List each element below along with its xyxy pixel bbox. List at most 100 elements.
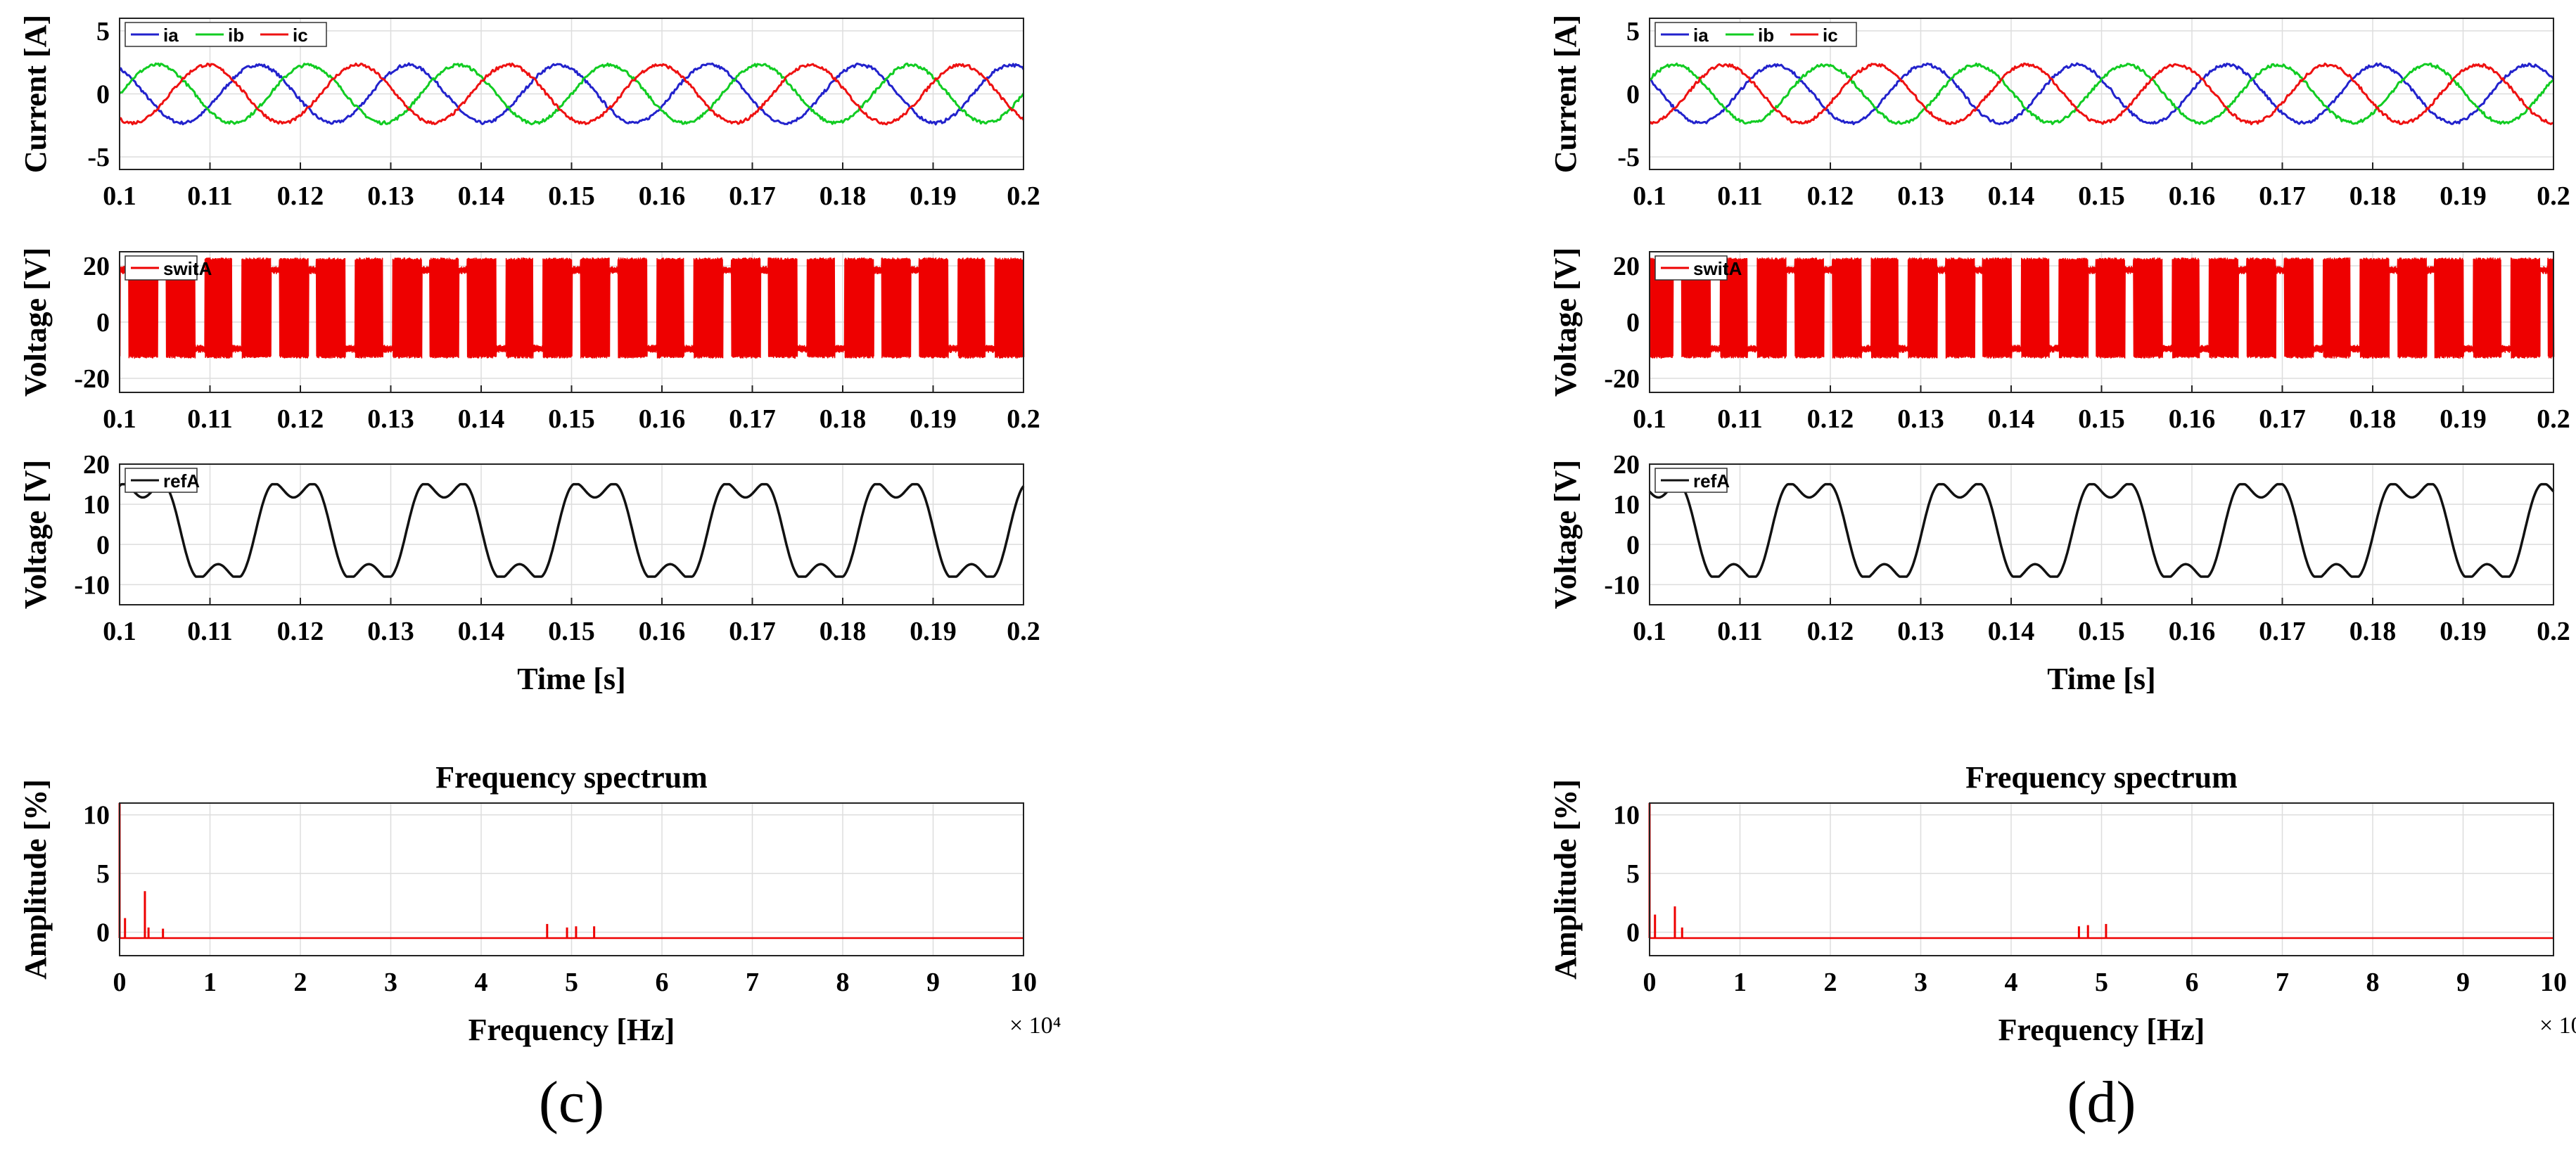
switching-xtick-label: 0.16 xyxy=(2169,404,2216,434)
panel-d: 5 0 -5 Current [A] 0.1 0.1 1 0.12 0.13 0.14 0.15 0.… xyxy=(1548,15,2576,1135)
spectrum-xtick-label: 4 xyxy=(475,968,488,997)
current-series-ic xyxy=(118,62,1025,126)
spectrum-xtick-label: 3 xyxy=(1914,968,1927,997)
switching-xtick-label: 0.17 xyxy=(729,404,776,434)
spectrum-xtick-label: 0 xyxy=(1643,968,1657,997)
reference-xtick-label: 0.19 xyxy=(2440,617,2487,646)
current-xtick-label: 0.12 xyxy=(277,181,324,211)
spectrum-xtick-label: 3 xyxy=(384,968,397,997)
switching-xtick-label: 0.19 xyxy=(910,404,957,434)
current-xtick-label: 0.12 xyxy=(1807,181,1854,211)
switching-xtick-label: 0.18 xyxy=(820,404,867,434)
switching-xtick-label: 0.11 xyxy=(187,404,232,434)
spectrum-ytick-label: 0 xyxy=(1626,918,1640,948)
switching-xtick-label: 0.2 xyxy=(1007,404,1040,434)
current-xtick-label: 0.17 xyxy=(2259,181,2306,211)
spectrum-xtick-label: 1 xyxy=(203,968,217,997)
spectrum-plot-frame xyxy=(1649,802,2554,956)
reference-xtick-label: 0.2 xyxy=(2537,617,2570,646)
switching-xtick-label: 0.16 xyxy=(639,404,686,434)
reference-xtick-label: 0.17 xyxy=(729,617,776,646)
current-xtick-label: 0.14 xyxy=(1988,181,2035,211)
current-ylabel: Current [A] xyxy=(1548,15,1583,173)
spectrum-xtick-label: 2 xyxy=(1824,968,1837,997)
current-xtick-label: 0.19 xyxy=(2440,181,2487,211)
switching-xtick-label: 0.19 xyxy=(2440,404,2487,434)
spectrum-xtick-label: 10 xyxy=(1010,968,1037,997)
current-xtick-label: 0.13 xyxy=(1897,181,1944,211)
current-ytick-label: 5 xyxy=(96,17,110,46)
current-xtick-label: 0.2 xyxy=(2537,181,2570,211)
switching-xtick-label: 0.1 xyxy=(1633,404,1666,434)
current-ytick-label: -5 xyxy=(1617,143,1640,172)
current-xtick-label: 0.17 xyxy=(729,181,776,211)
spectrum-ytick-label: 5 xyxy=(96,859,110,889)
time-xlabel: Time [s] xyxy=(2047,662,2155,696)
reference-xtick-label: 0.13 xyxy=(367,617,414,646)
current-xtick-label: 0.1 xyxy=(1633,181,1666,211)
reference-xtick-label: 0.15 xyxy=(2078,617,2125,646)
spectrum-exponent: × 10⁴ xyxy=(1009,1013,1061,1039)
switching-plot-frame xyxy=(119,251,1024,393)
current-ytick-label: -5 xyxy=(87,143,110,172)
reference-ytick-label: -10 xyxy=(1604,570,1640,600)
reference-legend-refA: refA xyxy=(1693,470,1730,492)
current-xtick-label: 0.19 xyxy=(910,181,957,211)
current-ylabel: Current [A] xyxy=(18,15,53,173)
spectrum-ytick-label: 0 xyxy=(96,918,110,948)
reference-plot-frame xyxy=(1649,463,2554,605)
current-ytick-label: 0 xyxy=(1626,80,1640,110)
spectrum-xtick-label: 9 xyxy=(2456,968,2470,997)
switching-ytick-label: 0 xyxy=(1626,308,1640,338)
reference-ytick-label: -10 xyxy=(74,570,110,600)
spectrum-exponent: × 10⁴ xyxy=(2539,1013,2576,1039)
reference-ylabel: Voltage [V] xyxy=(1548,460,1583,609)
current-xtick-label: 0.18 xyxy=(820,181,867,211)
switching-ylabel: Voltage [V] xyxy=(18,248,53,397)
reference-xtick-label: 0.15 xyxy=(548,617,595,646)
switching-xtick-label: 0.14 xyxy=(1988,404,2035,434)
switching-xtick-label: 0.12 xyxy=(1807,404,1854,434)
reference-xtick-label: 0.19 xyxy=(910,617,957,646)
current-ytick-label: 5 xyxy=(1626,17,1640,46)
reference-xtick-label: 0.16 xyxy=(639,617,686,646)
switching-legend-switA: switA xyxy=(163,258,212,279)
current-ytick-label: 0 xyxy=(96,80,110,110)
switching-xtick-label: 0.17 xyxy=(2259,404,2306,434)
current-xtick-label: 0.15 xyxy=(2078,181,2125,211)
reference-ytick-label: 20 xyxy=(83,450,110,480)
current-series-ia xyxy=(118,62,1025,126)
spectrum-xtick-label: 8 xyxy=(2366,968,2380,997)
current-plot-frame xyxy=(119,18,1024,170)
time-xlabel: Time [s] xyxy=(517,662,625,696)
spectrum-ylabel: Amplitude [%] xyxy=(18,779,53,980)
switching-xtick-label: 0.12 xyxy=(277,404,324,434)
switching-xtick-label: 0.15 xyxy=(2078,404,2125,434)
current-xtick-label: 0.11 xyxy=(187,181,232,211)
switching-ytick-label: 20 xyxy=(83,252,110,281)
current-legend-ia: ia xyxy=(1693,25,1709,46)
switching-ylabel: Voltage [V] xyxy=(1548,248,1583,397)
spectrum-xtick-label: 8 xyxy=(836,968,850,997)
spectrum-xtick-label: 2 xyxy=(294,968,307,997)
current-xtick-label: 0.16 xyxy=(2169,181,2216,211)
spectrum-xtick-label: 7 xyxy=(746,968,759,997)
switching-xtick-label: 0.13 xyxy=(367,404,414,434)
reference-legend-refA: refA xyxy=(163,470,200,492)
reference-xtick-label: 0.14 xyxy=(1988,617,2035,646)
switching-plot-frame xyxy=(1649,251,2554,393)
current-series-ib xyxy=(119,62,1025,126)
spectrum-xtick-label: 7 xyxy=(2276,968,2289,997)
current-legend-ia: ia xyxy=(163,25,179,46)
spectrum-xtick-label: 1 xyxy=(1733,968,1747,997)
panel-label: (c) xyxy=(539,1070,604,1135)
current-plot-frame xyxy=(1649,18,2554,170)
spectrum-xtick-label: 0 xyxy=(113,968,127,997)
reference-xtick-label: 0.16 xyxy=(2169,617,2216,646)
spectrum-xtick-label: 9 xyxy=(926,968,940,997)
spectrum-xtick-label: 10 xyxy=(2540,968,2567,997)
current-xtick-label: 0.14 xyxy=(458,181,505,211)
reference-xtick-label: 0.12 xyxy=(277,617,324,646)
spectrum-ytick-label: 10 xyxy=(1613,801,1640,830)
